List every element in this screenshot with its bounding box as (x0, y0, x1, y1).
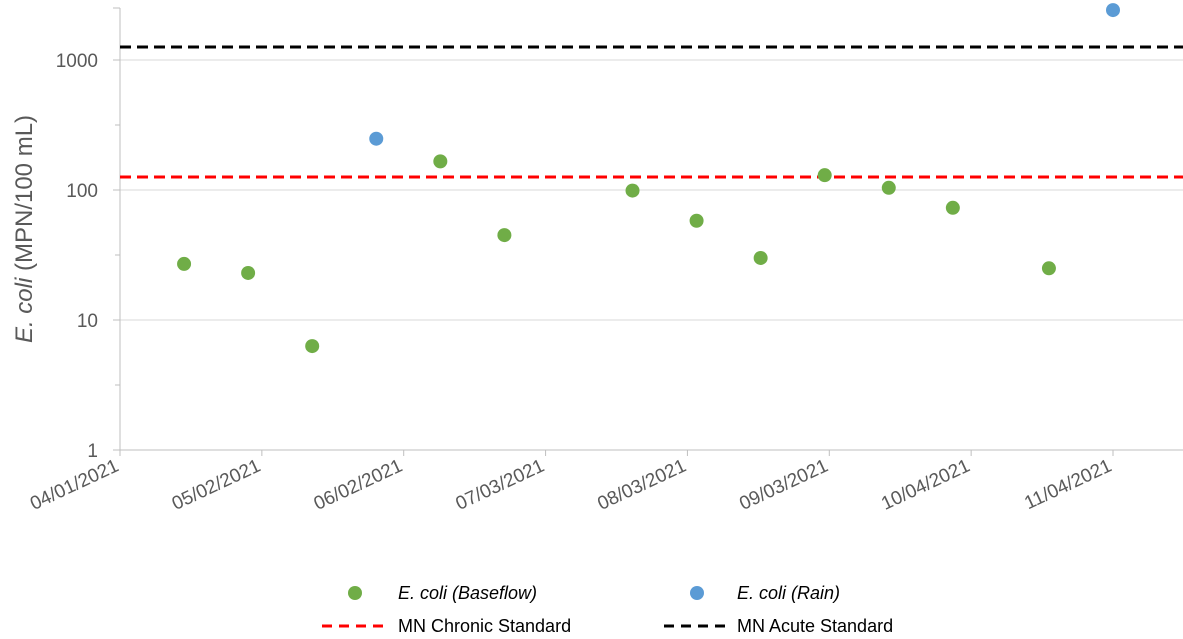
legend-marker-baseflow (348, 586, 362, 600)
baseflow-point (177, 256, 192, 271)
x-tick-label: 10/04/2021 (878, 455, 973, 514)
y-tick-labels: 1 10 100 1000 (56, 51, 98, 462)
x-tick-label: 07/03/2021 (453, 455, 548, 514)
y-axis-title-unit: (MPN/100 mL) (11, 115, 38, 278)
x-tick-label: 09/03/2021 (736, 455, 831, 514)
rain-point (1106, 3, 1120, 18)
rain-point (369, 131, 384, 146)
legend-marker-rain (690, 586, 704, 600)
y-tick-label: 1000 (56, 51, 98, 72)
x-tick-label: 08/03/2021 (594, 455, 689, 514)
legend: E. coli (Baseflow) E. coli (Rain) MN Chr… (322, 583, 893, 636)
x-tick-label: 05/02/2021 (169, 455, 264, 514)
baseflow-point (241, 265, 256, 280)
baseflow-point (497, 228, 512, 243)
legend-label-acute: MN Acute Standard (737, 616, 893, 636)
y-tick-label: 10 (77, 311, 98, 332)
axes (119, 8, 1183, 451)
y-axis-title-italic: E. coli (11, 277, 38, 343)
reference-lines (120, 45, 1183, 179)
baseflow-point (881, 180, 896, 195)
baseflow-point (817, 168, 832, 183)
baseflow-point (753, 250, 768, 265)
y-tick-label: 1 (87, 441, 98, 462)
baseflow-point (689, 213, 704, 228)
x-tick-labels: 04/01/2021 05/02/2021 06/02/2021 07/03/2021… (27, 450, 1115, 515)
baseflow-point (945, 200, 960, 215)
y-axis-title: E. coli (MPN/100 mL) (11, 115, 38, 343)
data-points (177, 3, 1120, 354)
baseflow-point (433, 154, 448, 169)
x-tick-label: 06/02/2021 (311, 455, 406, 514)
x-tick-label: 11/04/2021 (1021, 455, 1115, 514)
baseflow-point (1041, 261, 1056, 276)
legend-label-rain: E. coli (Rain) (737, 583, 840, 603)
x-tick-label: 04/01/2021 (27, 455, 122, 514)
legend-label-baseflow: E. coli (Baseflow) (398, 583, 537, 603)
baseflow-point (305, 339, 320, 354)
legend-label-chronic: MN Chronic Standard (398, 616, 571, 636)
gridlines (113, 7, 1183, 451)
baseflow-point (625, 183, 640, 198)
y-tick-label: 100 (66, 181, 98, 202)
